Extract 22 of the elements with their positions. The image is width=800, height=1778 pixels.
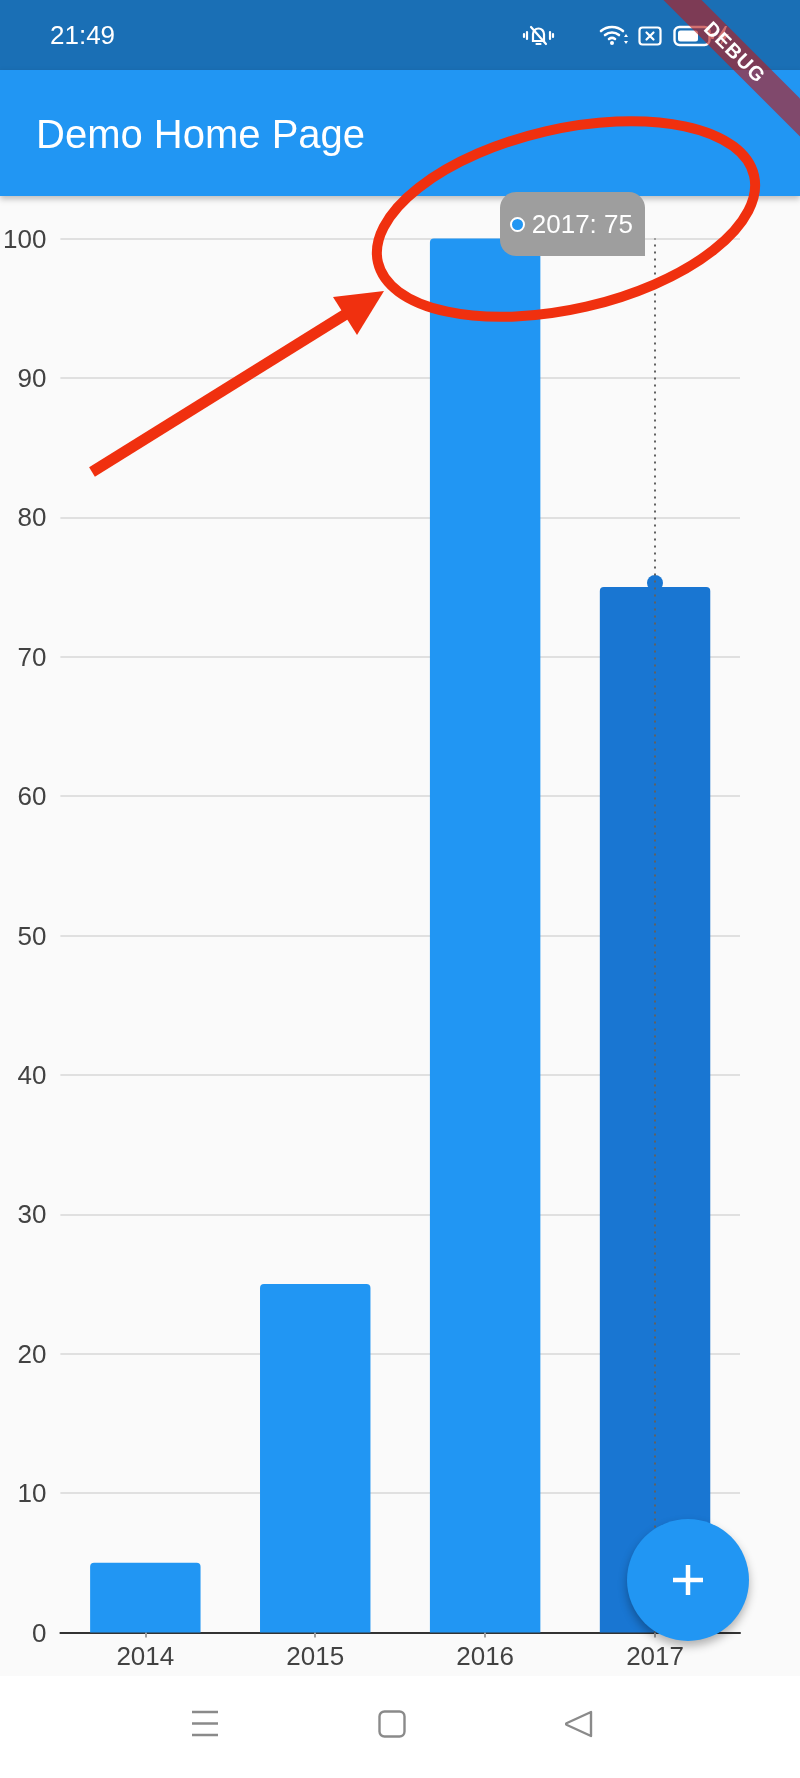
chart-title: Demo Home Page (36, 111, 366, 157)
y-tick-label: 20 (17, 1338, 47, 1369)
x-tick-label: 2014 (116, 1640, 175, 1671)
y-tick-label: 90 (17, 362, 47, 393)
y-tick-label: 70 (17, 641, 47, 672)
bar (429, 238, 541, 1633)
y-tick-label: 0 (31, 1617, 47, 1648)
bar (260, 1284, 371, 1633)
y-tick-label: 30 (17, 1199, 47, 1230)
x-tick-label: 2016 (456, 1640, 515, 1671)
bar (90, 1562, 201, 1633)
y-tick-label: 80 (17, 502, 47, 533)
x-tick-label: 2015 (286, 1640, 345, 1671)
x-tick-label: 2017 (626, 1640, 684, 1671)
tooltip-box: 2017: 75 (499, 192, 645, 256)
y-tick-label: 60 (17, 781, 47, 812)
y-tick-label: 10 (17, 1478, 47, 1509)
annotation: 2017: 75 (531, 209, 633, 239)
y-tick-label: 100 (2, 223, 47, 254)
text: 21:49 (50, 20, 116, 50)
y-tick-label: 40 (17, 1059, 47, 1090)
y-tick-label: 50 (17, 920, 47, 951)
